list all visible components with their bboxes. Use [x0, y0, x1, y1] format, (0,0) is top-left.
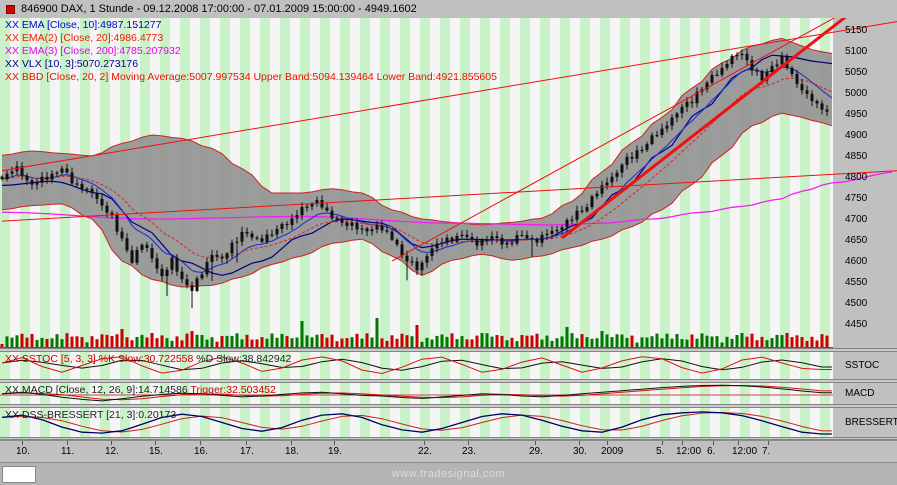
time-axis[interactable]: 10. 11. 12. 15. 16. 17. 18. 19. 22. 23. 29. 30. 2009… — [0, 440, 897, 462]
time-axis-tick — [291, 441, 292, 445]
macd-label-text: Trigger:32.503452 — [190, 384, 276, 396]
time-axis-tick — [111, 441, 112, 445]
time-axis-tick — [738, 441, 739, 445]
dss-bressert-panel[interactable]: XX DSS-BRESSERT [21, 3]:0.20173 BRESSERT — [0, 408, 897, 437]
macd-label-text: XX MACD [Close, 12, 26, 9]:14.714586 — [5, 384, 191, 396]
time-axis-label: 12:00 — [676, 446, 702, 457]
time-axis-tick — [579, 441, 580, 445]
time-axis-label: 30. — [573, 446, 587, 457]
macd-plot[interactable] — [0, 383, 897, 404]
sstoc-label-text: XX SSTOC [5, 3, 3] — [5, 353, 99, 365]
sstoc-panel[interactable]: XX SSTOC [5, 3, 3] %K Slow:30.722558 %D … — [0, 352, 897, 379]
time-axis-tick — [682, 441, 683, 445]
price-axis-label: 4850 — [845, 151, 868, 162]
time-axis-label: 12:00 — [732, 446, 758, 457]
candlestick-chart[interactable] — [0, 18, 897, 348]
price-axis-label: 4800 — [845, 172, 868, 183]
panel-divider[interactable] — [0, 379, 897, 383]
price-axis-label: 4700 — [845, 214, 868, 225]
sstoc-label-text: %K Slow:30.722558 — [98, 353, 197, 365]
sstoc-label-text: %D Slow:38.842942 — [196, 353, 292, 365]
price-axis-label: 4450 — [845, 319, 868, 330]
time-axis-label: 23. — [462, 446, 476, 457]
time-axis-label: 7. — [762, 446, 771, 457]
time-axis-label: 22. — [418, 446, 432, 457]
macd-axis-label: MACD — [845, 388, 875, 399]
dss-bressert-plot[interactable] — [0, 408, 897, 437]
macd-panel[interactable]: XX MACD [Close, 12, 26, 9]:14.714586 Tri… — [0, 383, 897, 404]
time-axis-label: 10. — [16, 446, 30, 457]
sstoc-label: XX SSTOC [5, 3, 3] %K Slow:30.722558 %D … — [5, 353, 291, 365]
time-axis-label: 17. — [240, 446, 254, 457]
time-axis-tick — [768, 441, 769, 445]
price-axis-label: 4650 — [845, 235, 868, 246]
time-axis-tick — [468, 441, 469, 445]
panel-divider[interactable] — [0, 404, 897, 408]
time-axis-tick — [713, 441, 714, 445]
price-axis-label: 4550 — [845, 277, 868, 288]
time-axis-label: 18. — [285, 446, 299, 457]
time-axis-label: 15. — [149, 446, 163, 457]
price-axis-label: 4600 — [845, 256, 868, 267]
time-axis-tick — [67, 441, 68, 445]
status-bar: www.tradesignal.com — [0, 462, 897, 485]
price-axis-label: 4950 — [845, 109, 868, 120]
dss-axis-label: BRESSERT — [845, 417, 897, 428]
price-axis-label: 4500 — [845, 298, 868, 309]
price-axis-label: 5050 — [845, 67, 868, 78]
time-axis-tick — [535, 441, 536, 445]
macd-label: XX MACD [Close, 12, 26, 9]:14.714586 Tri… — [5, 384, 276, 396]
time-axis-tick — [334, 441, 335, 445]
time-axis-tick — [424, 441, 425, 445]
sstoc-plot[interactable] — [0, 352, 897, 379]
time-axis-tick — [155, 441, 156, 445]
time-axis-label: 29. — [529, 446, 543, 457]
time-axis-label: 16. — [194, 446, 208, 457]
time-axis-tick — [246, 441, 247, 445]
time-axis-label: 2009 — [601, 446, 624, 457]
instrument-icon — [6, 4, 15, 14]
price-axis-label: 5100 — [845, 46, 868, 57]
panel-divider[interactable] — [0, 437, 897, 440]
price-axis-label: 4750 — [845, 193, 868, 204]
dss-label-text: XX DSS-BRESSERT [21, 3]:0.20173 — [5, 409, 177, 421]
chart-title-bar: 846900 DAX, 1 Stunde - 09.12.2008 17:00:… — [0, 0, 897, 18]
watermark-text: www.tradesignal.com — [391, 468, 506, 480]
price-chart-panel[interactable]: XX EMA [Close, 10]:4987.151277 XX EMA(2) … — [0, 18, 897, 348]
price-axis-label: 5000 — [845, 88, 868, 99]
time-axis-tick — [22, 441, 23, 445]
status-box — [2, 466, 36, 483]
sstoc-axis-label: SSTOC — [845, 360, 880, 371]
time-axis-label: 11. — [61, 446, 75, 457]
time-axis-tick — [200, 441, 201, 445]
panel-divider[interactable] — [0, 348, 897, 352]
time-axis-label: 6. — [707, 446, 716, 457]
time-axis-tick — [662, 441, 663, 445]
dss-bressert-label: XX DSS-BRESSERT [21, 3]:0.20173 — [5, 409, 176, 421]
time-axis-tick — [607, 441, 608, 445]
price-axis-label: 5150 — [845, 25, 868, 36]
time-axis-label: 5. — [656, 446, 665, 457]
price-axis-label: 4900 — [845, 130, 868, 141]
time-axis-label: 19. — [328, 446, 342, 457]
time-axis-label: 12. — [105, 446, 119, 457]
chart-title: 846900 DAX, 1 Stunde - 09.12.2008 17:00:… — [21, 3, 417, 15]
